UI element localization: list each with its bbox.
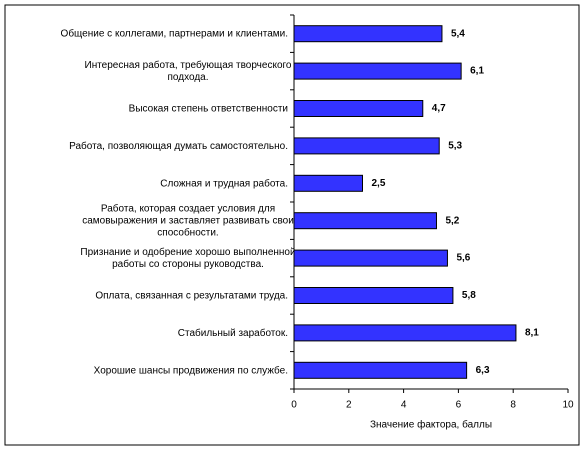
- value-label: 5,4: [451, 28, 465, 39]
- bar: [293, 62, 462, 80]
- y-tick-label: Работа, которая создает условия для самов…: [82, 202, 294, 238]
- value-label: 5,2: [445, 215, 459, 226]
- y-tick-label: Хорошие шансы продвижения по службе.: [94, 364, 288, 376]
- y-tick-label: Общение с коллегами, партнерами и клиент…: [61, 27, 288, 39]
- y-tick-label: Сложная и трудная работа.: [160, 177, 288, 189]
- bar: [293, 212, 437, 230]
- y-tick-label: Стабильный заработок.: [178, 327, 288, 339]
- value-label: 6,1: [470, 66, 484, 77]
- bar: [293, 361, 468, 379]
- y-tick-label: Высокая степень ответственности: [129, 103, 288, 114]
- bar: [293, 137, 440, 155]
- y-tick-label: Признание и одобрение хорошо выполненной…: [80, 246, 295, 270]
- value-label: 6,3: [476, 365, 490, 376]
- x-tick-label: 2: [346, 400, 352, 411]
- x-tick-label: 0: [291, 400, 297, 411]
- value-label: 2,5: [372, 178, 386, 189]
- bar: [293, 100, 424, 117]
- bar: [293, 25, 443, 43]
- x-tick-label: 8: [510, 400, 516, 411]
- bar: [293, 174, 363, 192]
- chart-border: [4, 4, 580, 446]
- x-tick-label: 10: [562, 400, 574, 411]
- bar: [293, 287, 454, 304]
- y-tick-label: Работа, позволяющая думать самостоятельн…: [69, 140, 288, 152]
- value-label: 4,7: [432, 103, 446, 114]
- value-label: 5,3: [448, 141, 462, 152]
- value-label: 5,6: [456, 253, 470, 264]
- x-tick-label: 6: [456, 400, 462, 411]
- y-tick-label: Интересная работа, требующая творческого…: [85, 59, 292, 83]
- value-label: 5,8: [462, 290, 476, 301]
- value-label: 8,1: [525, 328, 539, 339]
- x-axis-title: Значение фактора, баллы: [370, 419, 492, 431]
- y-tick-label: Оплата, связанная с результатами труда.: [95, 290, 288, 301]
- bar: [293, 249, 448, 267]
- bar: [293, 324, 517, 342]
- x-tick-label: 4: [401, 400, 407, 411]
